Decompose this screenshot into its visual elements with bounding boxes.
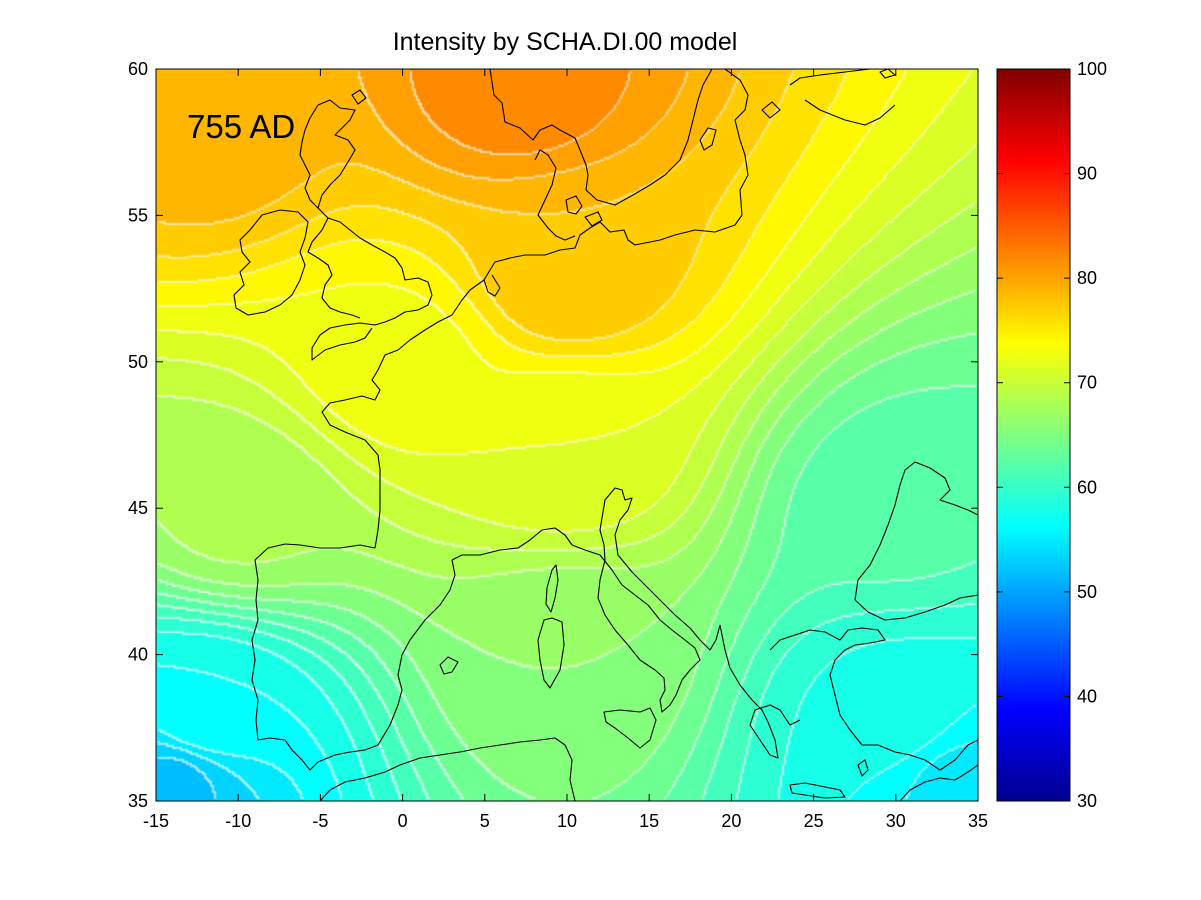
x-tick-label: 35 — [968, 811, 988, 831]
colorbar-tick-marks — [997, 68, 1070, 802]
map-tick-marks — [155, 68, 979, 802]
colorbar-tick-label: 80 — [1077, 268, 1097, 288]
chart-title: Intensity by SCHA.DI.00 model — [393, 28, 738, 56]
island-oland — [761, 101, 781, 119]
x-tick-label: 0 — [398, 811, 408, 831]
island-corsica — [545, 564, 559, 613]
coastline-black-sea-west — [854, 461, 978, 601]
colorbar-tick-label: 90 — [1077, 164, 1097, 184]
x-tick-label: 30 — [886, 811, 906, 831]
island-orkney — [351, 89, 367, 105]
coastline-black-sea-south — [854, 594, 978, 621]
coastline-scandinavia — [489, 69, 713, 206]
island-gotland — [699, 127, 717, 151]
x-tick-label: -15 — [143, 811, 169, 831]
coastline-ireland — [233, 209, 309, 316]
colorbar-tick-label: 30 — [1077, 791, 1097, 811]
coastline-scotland-west — [299, 104, 319, 209]
island-crete — [789, 782, 846, 799]
intensity-field — [156, 69, 978, 801]
island-sardinia — [537, 617, 565, 689]
colorbar — [996, 68, 1071, 802]
x-tick-label: 20 — [721, 811, 741, 831]
island-funen — [584, 211, 603, 227]
coastline-north-sea — [321, 269, 501, 549]
coastline-iberia — [251, 543, 456, 771]
x-tick-label: 10 — [557, 811, 577, 831]
island-zealand — [565, 195, 583, 215]
coastline-finland — [789, 69, 896, 126]
y-tick-label: 35 — [128, 791, 148, 811]
island-saaremaa — [879, 69, 896, 79]
x-tick-label: 15 — [639, 811, 659, 831]
x-tick-label: -10 — [225, 811, 251, 831]
colorbar-tick-label: 40 — [1077, 686, 1097, 706]
x-tick-label: 5 — [480, 811, 490, 831]
island-balearic — [439, 656, 459, 675]
epoch-label: 755 AD — [187, 108, 295, 145]
coastline-balkans — [719, 624, 801, 759]
coastline-great-britain — [307, 99, 433, 361]
y-tick-label: 50 — [128, 352, 148, 372]
x-tick-label: 25 — [804, 811, 824, 831]
y-tick-label: 45 — [128, 498, 148, 518]
coastline-north-africa — [319, 737, 576, 801]
x-tick-label: -5 — [312, 811, 328, 831]
y-tick-label: 55 — [128, 205, 148, 225]
coastline-gulf-of-lion — [451, 527, 573, 561]
y-tick-label: 60 — [128, 59, 148, 79]
y-tick-label: 40 — [128, 645, 148, 665]
coastlines — [233, 69, 978, 801]
colorbar-tick-label: 70 — [1077, 373, 1097, 393]
colorbar-tick-label: 50 — [1077, 582, 1097, 602]
y-axis-tick-labels: 35 40 45 50 55 60 — [128, 59, 148, 811]
island-sicily — [603, 707, 657, 749]
x-axis-tick-labels: -15 -10 -5 0 5 10 15 20 25 30 35 — [143, 811, 988, 831]
coastline-baltic-east — [489, 69, 749, 271]
coastline-denmark — [534, 149, 576, 241]
colorbar-tick-label: 60 — [1077, 477, 1097, 497]
coastline-anatolia — [899, 764, 978, 801]
island-rhodes — [857, 759, 869, 777]
colorbar-tick-labels: 30 40 50 60 70 80 90 100 — [1077, 59, 1107, 811]
coastline-aegean — [769, 627, 978, 771]
colorbar-tick-label: 100 — [1077, 59, 1107, 79]
map-plot-area — [156, 69, 978, 801]
coastline-italy — [571, 487, 721, 713]
